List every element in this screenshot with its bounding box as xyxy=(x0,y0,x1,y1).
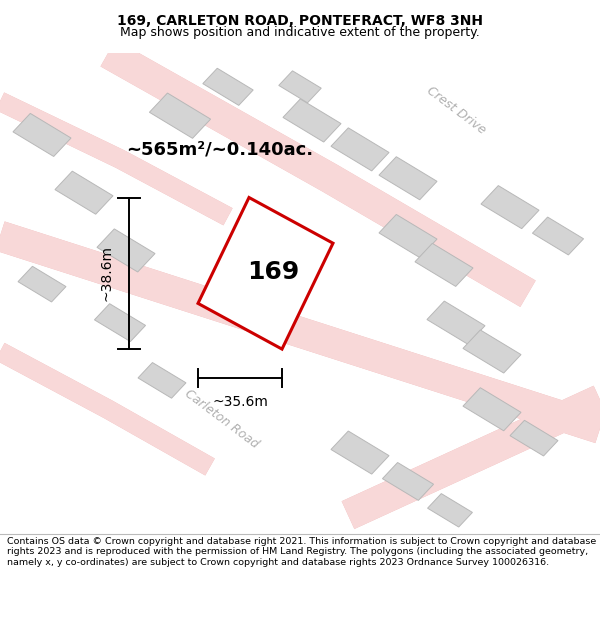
Polygon shape xyxy=(379,157,437,200)
Text: Carleton Road: Carleton Road xyxy=(182,387,262,451)
Polygon shape xyxy=(463,330,521,373)
Polygon shape xyxy=(428,494,472,527)
Text: Contains OS data © Crown copyright and database right 2021. This information is : Contains OS data © Crown copyright and d… xyxy=(7,537,596,567)
Polygon shape xyxy=(382,462,434,501)
Polygon shape xyxy=(94,304,146,341)
Polygon shape xyxy=(97,229,155,272)
Text: ~35.6m: ~35.6m xyxy=(212,395,268,409)
Polygon shape xyxy=(481,186,539,229)
Polygon shape xyxy=(331,431,389,474)
Polygon shape xyxy=(283,99,341,142)
Polygon shape xyxy=(379,214,437,258)
Polygon shape xyxy=(203,68,253,106)
Polygon shape xyxy=(463,388,521,431)
Polygon shape xyxy=(331,128,389,171)
Polygon shape xyxy=(510,420,558,456)
Polygon shape xyxy=(13,113,71,156)
Polygon shape xyxy=(138,362,186,398)
Polygon shape xyxy=(415,243,473,286)
Polygon shape xyxy=(18,266,66,302)
Text: 169, CARLETON ROAD, PONTEFRACT, WF8 3NH: 169, CARLETON ROAD, PONTEFRACT, WF8 3NH xyxy=(117,14,483,28)
Polygon shape xyxy=(149,93,211,138)
Polygon shape xyxy=(279,71,321,102)
Text: 169: 169 xyxy=(247,260,299,284)
Text: Crest Drive: Crest Drive xyxy=(424,84,488,138)
Polygon shape xyxy=(55,171,113,214)
Polygon shape xyxy=(427,301,485,344)
Text: ~38.6m: ~38.6m xyxy=(100,245,114,301)
Text: ~565m²/~0.140ac.: ~565m²/~0.140ac. xyxy=(126,141,313,158)
Polygon shape xyxy=(198,198,333,349)
Text: Map shows position and indicative extent of the property.: Map shows position and indicative extent… xyxy=(120,26,480,39)
Polygon shape xyxy=(532,217,584,255)
